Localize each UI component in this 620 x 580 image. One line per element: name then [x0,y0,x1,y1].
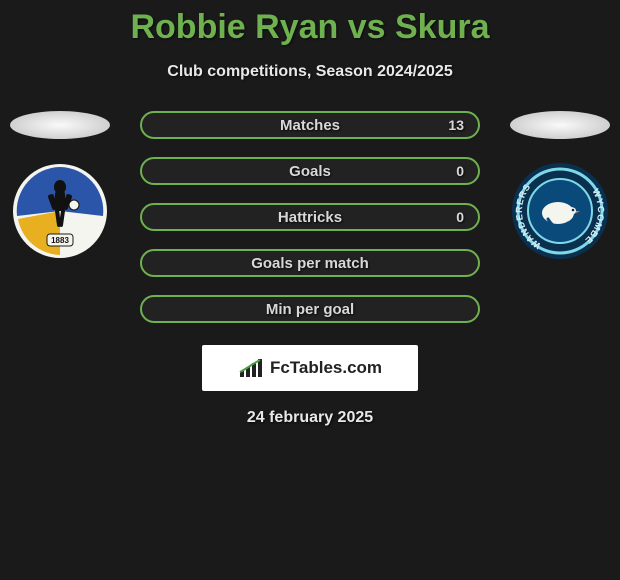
brand-text: FcTables.com [270,358,382,378]
stat-row: Goals 0 [140,157,480,185]
club-crest-right: WYCOMBE WANDERERS [510,161,610,261]
stat-value: 13 [448,117,464,133]
club-crest-left: 1883 [10,161,110,261]
stat-label: Matches [280,117,340,134]
subtitle: Club competitions, Season 2024/2025 [0,63,620,81]
stat-label: Goals per match [251,255,369,272]
stat-label: Min per goal [266,301,354,318]
date-text: 24 february 2025 [0,409,620,427]
bar-chart-icon [238,357,264,379]
page-title: Robbie Ryan vs Skura [0,0,620,47]
stat-value: 0 [456,163,464,179]
svg-text:1883: 1883 [51,236,69,245]
player-left-oval [10,111,110,139]
stat-label: Goals [289,163,331,180]
player-right-oval [510,111,610,139]
stat-row: Matches 13 [140,111,480,139]
wycombe-wanderers-crest-icon: WYCOMBE WANDERERS [510,161,610,261]
stat-row: Goals per match [140,249,480,277]
stat-label: Hattricks [278,209,342,226]
stats-list: Matches 13 Goals 0 Hattricks 0 Goals per… [140,111,480,323]
comparison-panel: 1883 WYCOMBE WANDERERS [0,111,620,427]
bristol-rovers-crest-icon: 1883 [10,161,110,261]
stat-value: 0 [456,209,464,225]
brand-badge: FcTables.com [202,345,418,391]
stat-row: Hattricks 0 [140,203,480,231]
stat-row: Min per goal [140,295,480,323]
